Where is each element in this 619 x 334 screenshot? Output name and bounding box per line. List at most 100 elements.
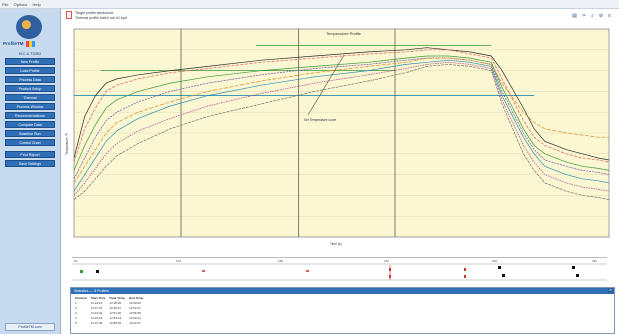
- sidebar-button-thermal[interactable]: Thermal: [5, 94, 55, 101]
- table-cell: 11:34:18: [90, 315, 103, 320]
- document-icon: [66, 11, 72, 19]
- close-icon[interactable]: ✕: [608, 288, 613, 293]
- sidebar-footer-link[interactable]: ProfileTM.com: [5, 323, 55, 331]
- table-cell: 5: [75, 320, 77, 325]
- series-line: [73, 47, 610, 161]
- series-line: [73, 57, 609, 184]
- table-row[interactable]: 3 11:31:02 12:51:30 12:56:58: [73, 310, 145, 315]
- sidebar-button-process-data[interactable]: Process Data: [5, 76, 55, 83]
- menu-options[interactable]: Options: [13, 2, 28, 7]
- table-row[interactable]: 5 11:37:39 12:58:02 13:03:27: [73, 320, 145, 325]
- chart-svg[interactable]: Temperature Profile Set Temperature curv…: [64, 23, 617, 255]
- sidebar-button-compare-data[interactable]: Compare Data: [5, 121, 55, 128]
- table-cell: 11:31:02: [90, 310, 103, 315]
- series-line: [73, 64, 610, 200]
- strip-label-1: 60: [74, 259, 78, 263]
- x-axis-label: Time (s): [330, 242, 342, 246]
- table-cell: 13:03:27: [129, 320, 141, 325]
- strip-label-5: 300: [492, 259, 497, 263]
- menu-bar: File Options Help: [0, 0, 619, 9]
- brand-flag-icon: [25, 40, 35, 47]
- table-cell: 4: [75, 315, 77, 320]
- sidebar: ProfileTM KIC & TDRD New Profile Load Pr…: [0, 9, 61, 334]
- table-cell: 12:50:09: [129, 300, 141, 305]
- table-cell: 2: [75, 305, 77, 310]
- sidebar-button-save-settings[interactable]: Save Settings: [5, 160, 55, 167]
- sidebar-button-process-window[interactable]: Process Window: [5, 103, 55, 110]
- event-marker: [464, 268, 466, 271]
- table-row[interactable]: 4 11:34:18 12:54:44 13:00:12: [73, 315, 145, 320]
- sidebar-button-load-profile[interactable]: Load Profile: [5, 67, 55, 74]
- temperature-chart[interactable]: Temperature Profile Set Temperature curv…: [64, 23, 617, 255]
- column-header: Start Time: [90, 295, 106, 300]
- sidebar-button-baseline-run[interactable]: Baseline Run: [5, 130, 55, 137]
- document-line-2: Thermal profile batch run #1.kpd: [75, 16, 127, 20]
- table-cell: 12:56:58: [129, 310, 141, 315]
- menu-file[interactable]: File: [2, 2, 9, 7]
- table-cell: 13:00:12: [129, 315, 141, 320]
- table-cell: 12:48:11: [109, 305, 121, 310]
- sidebar-button-new-profile[interactable]: New Profile: [5, 58, 55, 65]
- target-lines: [74, 45, 535, 96]
- event-marker: [306, 270, 309, 272]
- panel-header: Statistics — 5 Profiles ✕: [71, 288, 614, 294]
- table-cell: 12:53:41: [129, 305, 141, 310]
- zoom-icon[interactable]: ⌕: [591, 13, 594, 19]
- event-marker: [498, 266, 501, 269]
- sidebar-button-print-report[interactable]: Print Report: [5, 151, 55, 158]
- event-marker: [572, 266, 575, 269]
- event-marker: [96, 270, 99, 273]
- grid-icon[interactable]: ▤: [572, 13, 577, 19]
- series-line: [73, 55, 610, 171]
- strip-label-6: 360: [592, 259, 597, 263]
- menu-help[interactable]: Help: [32, 2, 41, 7]
- chart-grid: [74, 49, 609, 217]
- sidebar-section-label: KIC & TDRD: [18, 51, 42, 56]
- table-cell: 1: [75, 300, 77, 305]
- sidebar-button-product-setup[interactable]: Product Setup: [5, 85, 55, 92]
- event-marker: [464, 275, 466, 278]
- series-lines: [73, 47, 610, 200]
- series-line: [73, 59, 610, 192]
- event-marker: [80, 270, 83, 273]
- document-header: Target profile window.kit Thermal profil…: [62, 9, 619, 23]
- table-cell: 11:37:39: [90, 320, 103, 325]
- table-header-row: Channel Start Time Peak Temp End Temp: [73, 295, 145, 300]
- table-row[interactable]: 2 11:27:47 12:48:11 12:53:41: [73, 305, 145, 310]
- event-marker: [202, 270, 205, 272]
- y-axis-label: Temperature °F: [65, 133, 69, 155]
- sidebar-button-recommendations[interactable]: Recommendations: [5, 112, 55, 119]
- cut-icon[interactable]: ✂: [581, 13, 587, 19]
- table-cell: 11:24:10: [90, 300, 103, 305]
- app-logo: [16, 15, 42, 39]
- chart-title: Temperature Profile: [326, 31, 362, 36]
- panel-title: Statistics — 5 Profiles: [74, 289, 109, 293]
- brand-label: ProfileTM: [3, 41, 24, 46]
- event-marker: [389, 268, 391, 271]
- table-cell: 12:54:44: [109, 315, 122, 320]
- event-marker: [576, 274, 579, 277]
- sidebar-button-control-chart[interactable]: Control Chart: [5, 139, 55, 146]
- table-row[interactable]: 1 11:24:10 12:45:06 12:50:09: [73, 300, 145, 305]
- event-marker-strip: 60 120 180 240 300 360: [72, 257, 607, 285]
- event-marker: [502, 274, 505, 277]
- column-header: End Temp: [129, 295, 144, 300]
- brand-name: ProfileTM: [3, 40, 58, 48]
- column-header: Channel: [75, 295, 87, 300]
- chart-annotation: Set Temperature curve: [304, 118, 336, 122]
- table-cell: 11:27:47: [90, 305, 103, 310]
- statistics-panel: Statistics — 5 Profiles ✕ Channel Start …: [70, 287, 615, 334]
- table-cell: 12:51:30: [109, 310, 122, 315]
- annotation-pointer: [307, 54, 345, 116]
- strip-label-2: 120: [176, 259, 181, 263]
- strip-svg: 60 120 180 240 300 360: [72, 259, 607, 281]
- table-cell: 12:58:02: [109, 320, 122, 325]
- reset-icon[interactable]: ⊘: [598, 13, 604, 19]
- event-marker: [389, 275, 391, 278]
- table-cell: 12:45:06: [109, 300, 122, 305]
- series-line: [73, 61, 610, 196]
- statistics-table: Channel Start Time Peak Temp End Temp 1 …: [73, 295, 145, 325]
- table-icon[interactable]: ≡: [608, 13, 611, 19]
- column-header: Peak Temp: [109, 295, 126, 300]
- strip-label-4: 240: [384, 259, 389, 263]
